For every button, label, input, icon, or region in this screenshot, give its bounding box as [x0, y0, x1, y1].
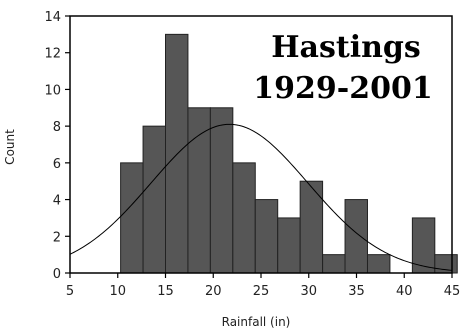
bar [232, 162, 256, 274]
normal-curve [69, 123, 453, 271]
x-tick-label: 35 [348, 284, 365, 299]
x-axis: 5 10 15 20 25 30 35 40 45 [66, 273, 460, 299]
bar [322, 254, 346, 274]
y-tick-label: 2 [53, 230, 61, 245]
x-tick-label: 25 [253, 284, 270, 299]
y-axis-label: Count [3, 129, 17, 165]
bar [165, 33, 189, 274]
bar [411, 217, 436, 274]
x-tick-label: 5 [66, 284, 74, 299]
bar [209, 107, 234, 274]
y-tick-label: 14 [44, 10, 61, 25]
x-tick-label: 15 [157, 284, 174, 299]
bar [344, 199, 368, 274]
bar [366, 254, 391, 274]
bar [142, 125, 166, 274]
y-tick-label: 4 [53, 194, 61, 209]
x-tick-label: 20 [205, 284, 222, 299]
x-tick-label: 45 [444, 284, 461, 299]
bar [120, 162, 144, 274]
bar [277, 217, 301, 274]
bar [187, 107, 211, 274]
x-axis-label: Rainfall (in) [222, 315, 291, 329]
y-tick-label: 10 [44, 83, 61, 98]
y-tick-label: 6 [53, 157, 61, 172]
y-axis: 0 2 4 6 8 10 12 14 [44, 10, 70, 282]
y-tick-label: 12 [44, 47, 61, 62]
y-tick-label: 0 [53, 267, 61, 282]
y-tick-label: 8 [53, 120, 61, 135]
chart-title-line-1: Hastings [271, 30, 421, 65]
x-tick-label: 30 [300, 284, 317, 299]
bars-group [120, 33, 458, 274]
x-tick-label: 10 [109, 284, 126, 299]
x-tick-label: 40 [396, 284, 413, 299]
bar [254, 199, 279, 274]
chart-title-line-2: 1929-2001 [253, 71, 432, 106]
bar [299, 180, 324, 274]
